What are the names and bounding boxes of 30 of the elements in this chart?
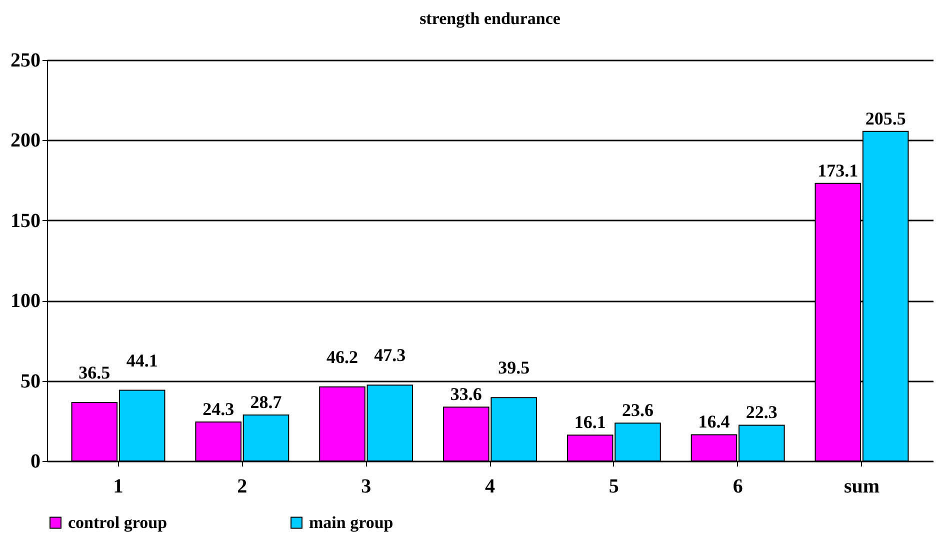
data-label: 44.1 bbox=[126, 350, 158, 370]
data-label: 46.2 bbox=[326, 346, 358, 367]
data-label: 33.6 bbox=[450, 384, 482, 404]
x-tick-label: 6 bbox=[732, 476, 743, 498]
x-tick-label: sum bbox=[844, 476, 880, 498]
data-label: 39.5 bbox=[498, 358, 530, 378]
x-tick-label: 1 bbox=[113, 476, 124, 498]
data-label: 16.1 bbox=[574, 412, 606, 432]
y-tick-label: 0 bbox=[30, 450, 40, 472]
data-label: 24.3 bbox=[202, 399, 234, 420]
y-tick-label: 150 bbox=[10, 210, 40, 232]
y-tick-label: 250 bbox=[10, 50, 40, 72]
legend-label: control group bbox=[68, 512, 168, 532]
data-label: 28.7 bbox=[250, 392, 282, 412]
data-label: 36.5 bbox=[78, 362, 110, 382]
data-label: 205.5 bbox=[865, 108, 906, 128]
data-label: 23.6 bbox=[622, 400, 654, 420]
y-tick-label: 200 bbox=[10, 130, 40, 152]
x-tick-label: 4 bbox=[485, 476, 495, 498]
data-label: 47.3 bbox=[374, 345, 406, 366]
x-tick-label: 5 bbox=[608, 476, 619, 498]
x-tick-label: 3 bbox=[361, 476, 372, 498]
legend-label: main group bbox=[309, 512, 394, 532]
y-tick-label: 100 bbox=[10, 290, 40, 312]
chart-title: strength endurance bbox=[420, 9, 561, 28]
y-tick-label: 50 bbox=[20, 370, 40, 392]
data-label: 22.3 bbox=[746, 402, 778, 422]
data-label: 173.1 bbox=[818, 160, 858, 180]
data-label: 16.4 bbox=[698, 412, 730, 432]
x-tick-label: 2 bbox=[237, 476, 248, 498]
